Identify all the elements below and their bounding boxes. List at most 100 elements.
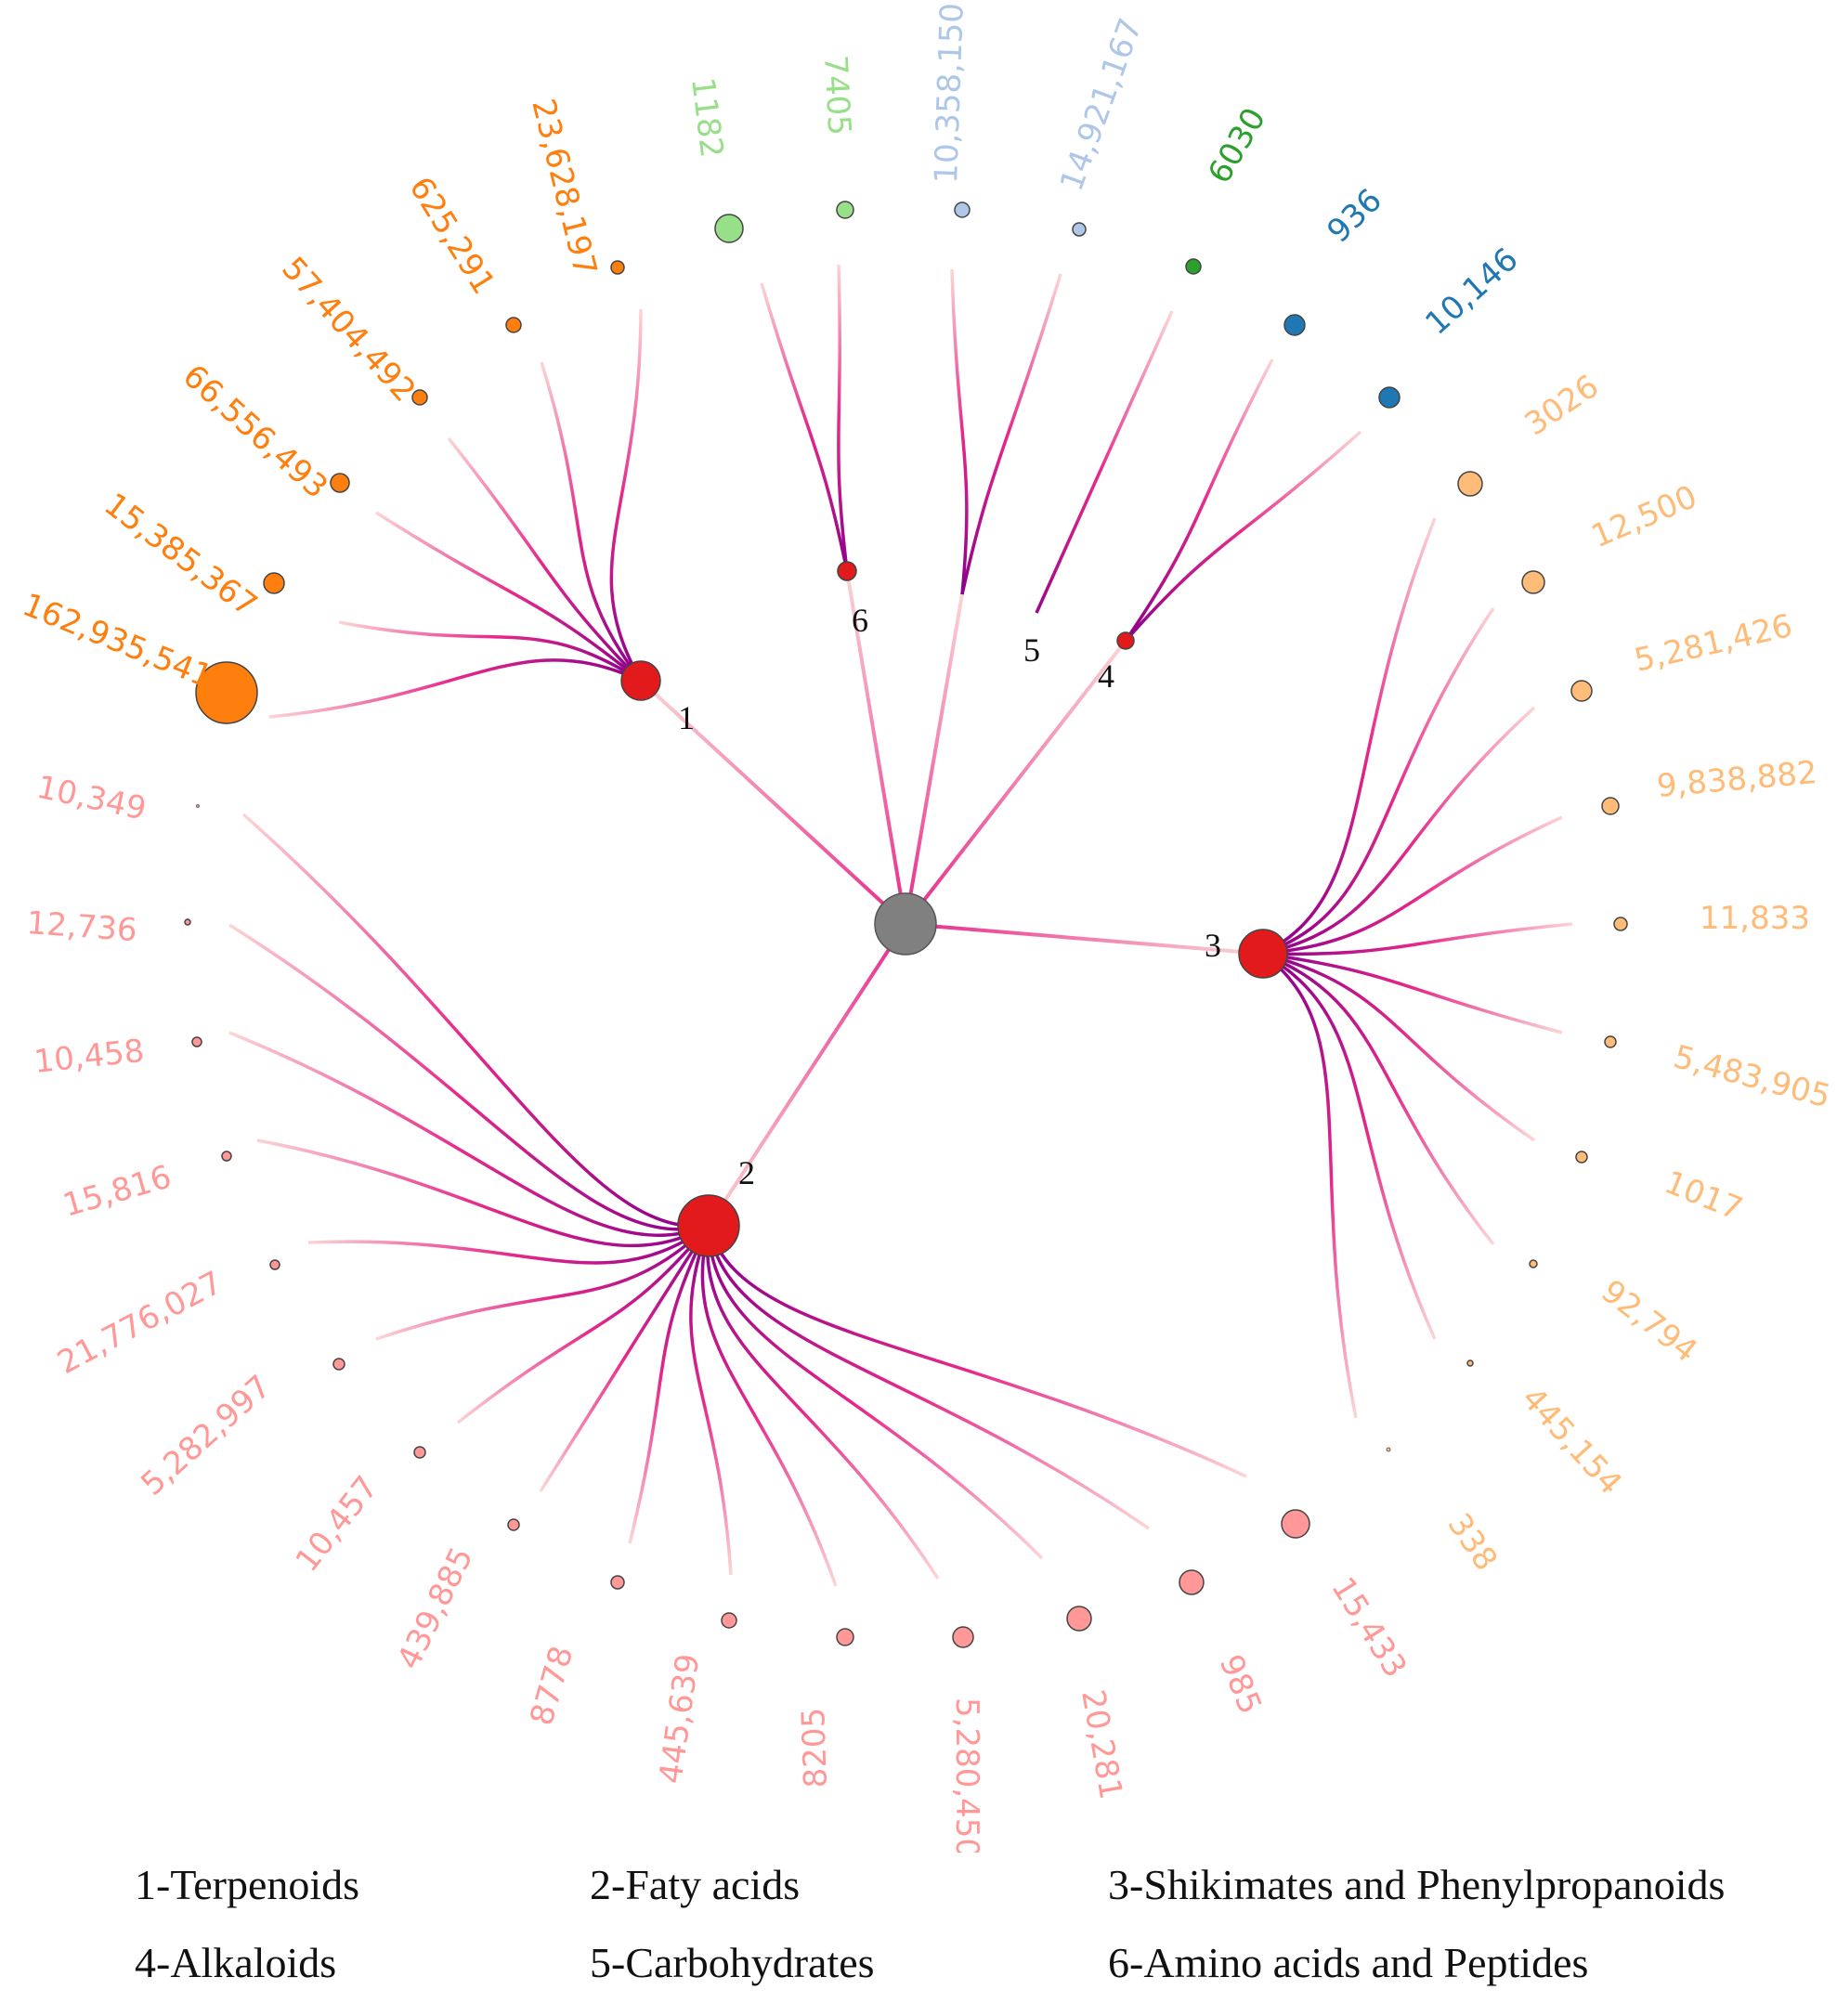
leaf-node: [507, 1518, 520, 1531]
class-number-5: 5: [1023, 631, 1040, 669]
leaf-node: [714, 214, 744, 243]
class-number-3: 3: [1205, 927, 1221, 964]
leaf-label: 439,885: [390, 1541, 481, 1675]
leaf-label: 8205: [795, 1707, 835, 1788]
leaf-node: [836, 201, 854, 219]
leaf-label: 338: [1440, 1507, 1505, 1578]
leaf-label: 10,458: [33, 1033, 146, 1081]
branch-edge: [540, 361, 643, 683]
leaf-label: 1017: [1660, 1164, 1748, 1229]
branch-edge: [1262, 952, 1437, 1340]
leaf-node: [1604, 1035, 1617, 1048]
legend-item-carbohydrates: 5-Carbohydrates: [590, 1939, 875, 1986]
leaf-node: [269, 1259, 280, 1270]
branch-edge: [689, 1225, 733, 1576]
leaf-label: 14,921,167: [1053, 13, 1150, 196]
leaf-node: [505, 317, 522, 333]
leaf-node: [1575, 1151, 1588, 1164]
branch-edge: [760, 282, 849, 572]
branch-edge: [338, 620, 642, 683]
class-node-3: [1238, 929, 1288, 979]
class-number-1: 1: [678, 699, 695, 736]
leaf-label: 9,838,882: [1655, 754, 1818, 805]
leaf-node: [610, 260, 625, 275]
root-node: [874, 892, 937, 956]
leaf-label: 445,639: [652, 1651, 707, 1786]
branch-edge: [1262, 517, 1437, 956]
branch-edge: [950, 268, 969, 595]
leaf-node: [1378, 386, 1401, 409]
leaf-node: [184, 918, 191, 926]
leaf-label: 57,404,492: [274, 250, 423, 409]
branch-edge: [1262, 952, 1495, 1246]
branch-edge: [228, 1031, 710, 1237]
leaf-label: 12,736: [25, 904, 137, 949]
legend-item-fatty-acids: 2-Faty acids: [590, 1861, 801, 1908]
leaf-label: 12,500: [1586, 478, 1702, 555]
leaf-node: [1466, 1359, 1474, 1367]
leaf-node: [836, 1628, 854, 1646]
branch-edge: [539, 1225, 710, 1492]
legend-item-terpenoids: 1-Terpenoids: [135, 1861, 360, 1908]
branch-edge: [700, 1225, 838, 1587]
leaf-label: 10,349: [33, 769, 150, 828]
leaf-label: 15,433: [1323, 1571, 1414, 1684]
branch-edge: [228, 923, 710, 1231]
branch-edge: [1262, 922, 1573, 956]
branch-edge: [375, 1224, 710, 1341]
leaf-label: 936: [1320, 182, 1388, 251]
leaf-label: 23,628,197: [524, 96, 604, 280]
leaf-node: [1601, 797, 1620, 815]
branch-edge: [1262, 706, 1536, 956]
branch-edge: [1262, 952, 1563, 1034]
branch-edge: [1035, 310, 1174, 614]
leaf-label: 21,776,027: [51, 1264, 228, 1382]
branch-edge: [1262, 607, 1495, 956]
class-node-4: [1116, 631, 1135, 650]
branch-edge: [707, 1225, 1044, 1560]
leaf-node: [1283, 314, 1306, 336]
trunk-edge-6: [845, 570, 907, 925]
branch-edge: [960, 273, 1062, 595]
leaf-node: [413, 1446, 426, 1459]
leaf-label: 8778: [523, 1642, 580, 1729]
branch-edge: [268, 658, 642, 719]
leaf-node: [221, 1151, 232, 1162]
branch-edge: [447, 436, 643, 683]
leaf-node: [1457, 471, 1483, 497]
leaf-label: 5,282,997: [134, 1368, 278, 1503]
branch-edge: [1262, 815, 1563, 956]
pathway-tree-diagram: 162,935,54115,385,36766,556,49357,404,49…: [18, 2, 1835, 1853]
leaf-node: [263, 572, 285, 594]
branch-edge: [375, 511, 643, 683]
leaf-node: [332, 1358, 345, 1371]
leaf-node: [195, 661, 258, 724]
branch-edge: [456, 1224, 710, 1424]
leaf-label: 10,358,150: [928, 2, 971, 184]
leaf-label: 92,794: [1594, 1273, 1703, 1371]
branch-edge: [256, 1138, 710, 1248]
leaf-label: 5,483,905: [1670, 1038, 1835, 1115]
legend-item-shikimates: 3-Shikimates and Phenylpropanoids: [1108, 1861, 1726, 1908]
leaf-label: 985: [1212, 1649, 1269, 1719]
leaf-label: 445,154: [1514, 1380, 1629, 1502]
branch-edge: [707, 1225, 1247, 1478]
leaf-node: [411, 389, 428, 406]
trunk-edge-4: [904, 639, 1127, 926]
trunk-edge-5: [904, 593, 964, 925]
legend-item-amino-acids: 6-Amino acids and Peptides: [1108, 1939, 1589, 1986]
class-node-1: [620, 660, 661, 701]
leaf-label: 10,457: [289, 1469, 386, 1579]
leaf-label: 7405: [816, 54, 857, 137]
leaf-node: [1072, 222, 1087, 237]
leaf-node: [1386, 1447, 1391, 1452]
leaf-node: [1529, 1259, 1538, 1268]
leaf-label: 20,281: [1074, 1687, 1129, 1802]
leaf-label: 625,291: [401, 171, 502, 301]
branch-edge: [1261, 952, 1358, 1419]
leaf-label: 15,385,367: [98, 486, 265, 624]
leaf-label: 11,833: [1700, 900, 1810, 937]
leaf-node: [954, 202, 971, 218]
branch-edge: [1124, 358, 1274, 642]
leaf-node: [196, 804, 200, 808]
